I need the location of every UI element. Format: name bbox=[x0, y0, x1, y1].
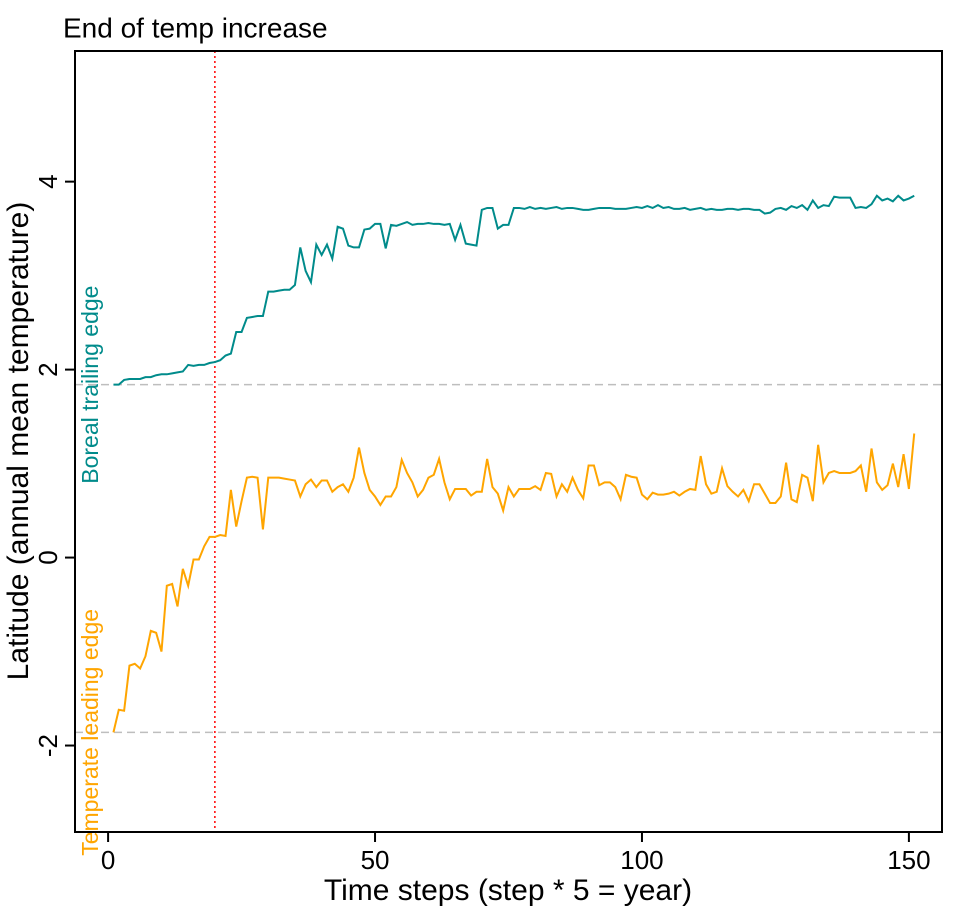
y-tick-label: 2 bbox=[33, 362, 63, 376]
series-line bbox=[113, 194, 915, 386]
y-tick-label: 0 bbox=[33, 550, 63, 564]
series-label: Boreal trailing edge bbox=[77, 286, 103, 484]
x-tick-label: 150 bbox=[887, 845, 930, 875]
y-axis-title: Latitude (annual mean temperature) bbox=[2, 202, 35, 681]
x-axis-title: Time steps (step * 5 = year) bbox=[324, 874, 692, 907]
y-tick-label: 4 bbox=[33, 174, 63, 188]
x-tick-label: 100 bbox=[620, 845, 663, 875]
series-label: Temperate leading edge bbox=[77, 609, 103, 856]
chart-title: End of temp increase bbox=[63, 12, 328, 43]
y-tick-label: -2 bbox=[33, 734, 63, 757]
x-tick-label: 50 bbox=[361, 845, 390, 875]
series-line bbox=[112, 433, 916, 733]
x-tick-label: 0 bbox=[101, 845, 115, 875]
plot-frame bbox=[74, 50, 943, 833]
